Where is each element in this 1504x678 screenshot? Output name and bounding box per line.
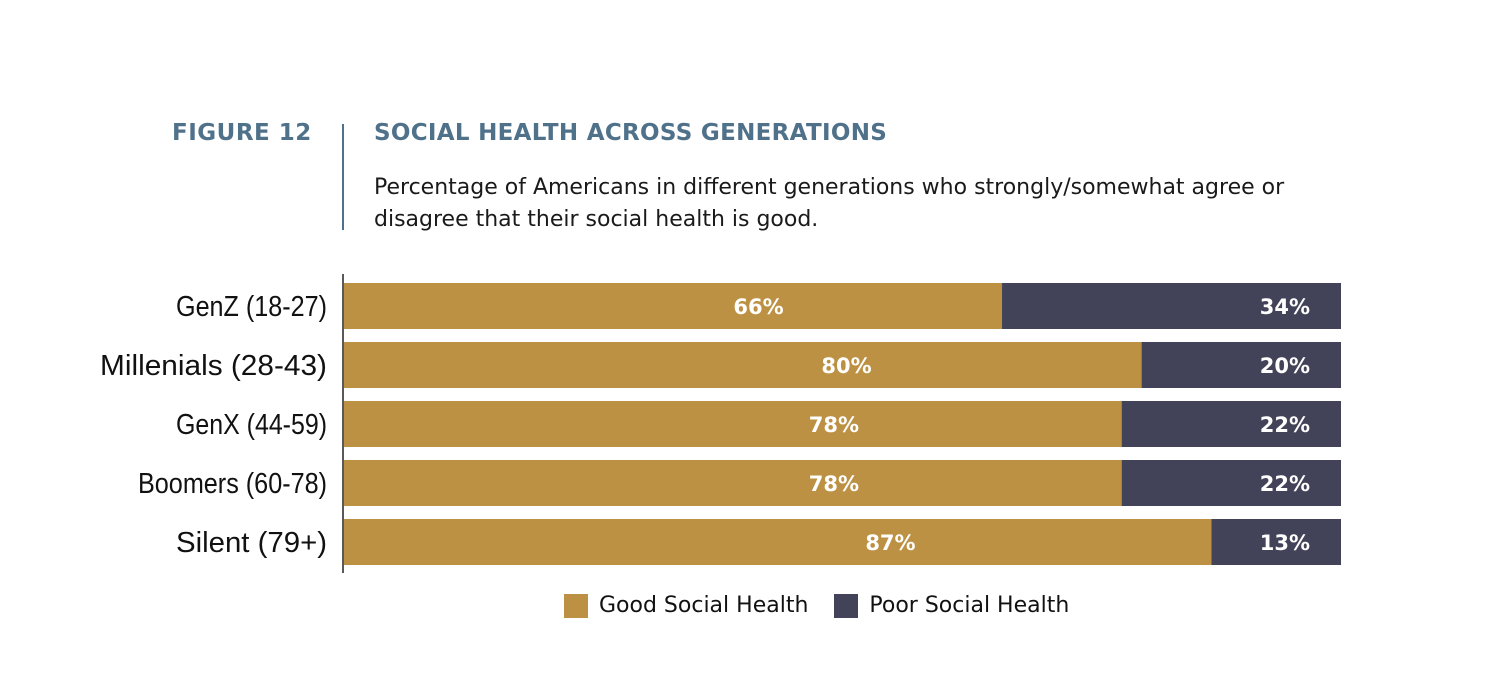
bar-poor-segment [1141,342,1341,388]
value-label-good: 80% [821,354,871,378]
legend-item-good: Good Social Health [564,593,808,618]
category-label: Silent (79+) [176,527,327,559]
bar-good-segment [344,283,1003,329]
bar-poor-segment [1002,283,1341,329]
legend-item-poor: Poor Social Health [834,593,1069,618]
bar-good-segment [344,460,1122,506]
bar-poor-segment [1121,401,1341,447]
legend-label-good: Good Social Health [599,593,809,618]
value-label-good: 87% [865,531,915,555]
bar-good-segment [344,401,1122,447]
value-label-poor: 13% [1260,531,1310,555]
bar-good-segment [344,519,1212,565]
value-label-good: 78% [809,413,859,437]
bar-poor-segment [1211,519,1341,565]
category-label: GenZ (18-27) [176,291,327,323]
figure-label: FIGURE 12 [172,120,312,146]
bar-row: Millenials (28-43) 80% 20% [100,342,1341,388]
bar-row: Boomers (60-78) 78% 22% [138,460,1341,506]
legend-swatch-poor [834,593,859,618]
category-label: Boomers (60-78) [138,468,327,500]
legend-swatch-good [564,593,588,618]
bar-row: GenZ (18-27) 66% 34% [176,283,1341,329]
value-label-poor: 20% [1260,354,1310,378]
value-label-poor: 22% [1260,472,1310,496]
value-label-good: 78% [809,472,859,496]
chart-subtitle: Percentage of Americans in different gen… [374,175,1285,232]
value-label-good: 66% [733,295,783,319]
header-divider [342,124,344,230]
value-label-poor: 34% [1260,295,1310,319]
bar-good-segment [344,342,1142,388]
bar-row: GenX (44-59) 78% 22% [176,401,1341,447]
chart-title: SOCIAL HEALTH ACROSS GENERATIONS [374,120,888,146]
bar-poor-segment [1121,460,1341,506]
category-label: Millenials (28-43) [100,350,327,382]
category-label: GenX (44-59) [176,409,327,441]
value-label-poor: 22% [1260,413,1310,437]
bar-row: Silent (79+) 87% 13% [176,519,1341,565]
legend-label-poor: Poor Social Health [869,593,1070,618]
chart-legend: Good Social Health Poor Social Health [564,593,1095,618]
